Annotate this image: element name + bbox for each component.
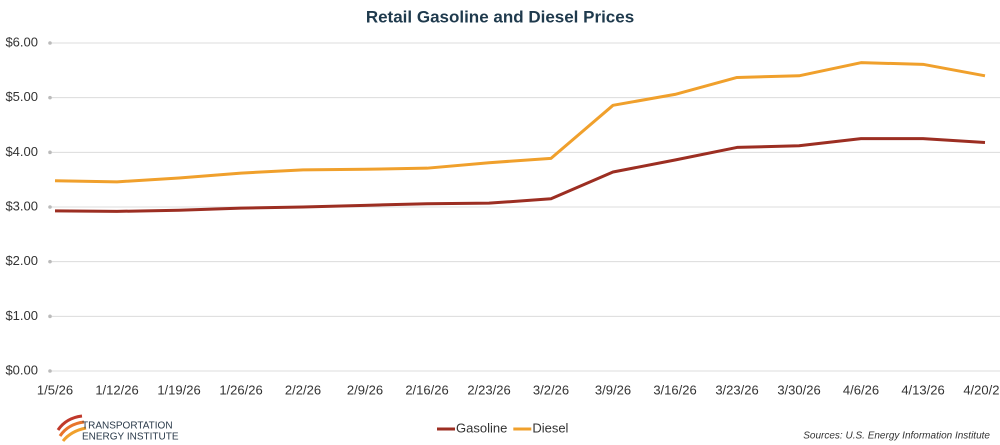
x-tick-label: 4/6/26: [843, 382, 879, 397]
x-tick-label: 4/20/26: [963, 382, 1000, 397]
x-tick-label: 1/26/26: [219, 382, 262, 397]
y-tick-label: $5.00: [5, 89, 38, 104]
series-line: [54, 61, 986, 184]
x-tick-label: 2/16/26: [405, 382, 448, 397]
x-tick-label: 1/19/26: [157, 382, 200, 397]
y-tick-label: $6.00: [5, 34, 38, 49]
x-tick-label: 3/30/26: [777, 382, 820, 397]
chart-title: Retail Gasoline and Diesel Prices: [366, 7, 634, 26]
x-tick-label: 2/9/26: [347, 382, 383, 397]
x-tick-label: 3/16/26: [653, 382, 696, 397]
x-tick-label: 2/23/26: [467, 382, 510, 397]
tick-dot: [48, 259, 52, 264]
series-line: [54, 137, 986, 213]
x-tick-label: 1/5/26: [37, 382, 73, 397]
y-tick-label: $3.00: [5, 198, 38, 213]
logo-text: TRANSPORTATION: [82, 421, 173, 432]
logo-text: ENERGY INSTITUTE: [82, 432, 179, 443]
logo-swoosh: [56, 414, 83, 431]
y-tick-label: $1.00: [5, 308, 38, 323]
legend-label: Diesel: [532, 420, 568, 435]
logo-swoosh: [61, 426, 87, 442]
tick-dot: [48, 369, 52, 373]
x-tick-label: 3/2/26: [533, 382, 569, 397]
source-note: Sources: U.S. Energy Information Institu…: [803, 431, 990, 442]
tick-dot: [48, 205, 52, 209]
tick-dot: [48, 314, 52, 319]
logo-swoosh: [58, 420, 85, 437]
y-tick-label: $2.00: [5, 253, 38, 268]
x-tick-label: 2/2/26: [285, 382, 321, 397]
x-tick-label: 3/9/26: [595, 382, 631, 397]
x-tick-label: 3/23/26: [715, 382, 758, 397]
tick-dot: [48, 95, 52, 100]
x-tick-label: 1/12/26: [95, 382, 138, 397]
tick-dot: [48, 41, 52, 45]
tick-dot: [48, 150, 52, 155]
logo: TRANSPORTATION ENERGY INSTITUTE: [56, 414, 179, 443]
y-tick-label: $0.00: [5, 362, 38, 377]
y-tick-label: $4.00: [5, 144, 38, 159]
legend-label: Gasoline: [456, 420, 507, 435]
x-tick-label: 4/13/26: [901, 382, 944, 397]
